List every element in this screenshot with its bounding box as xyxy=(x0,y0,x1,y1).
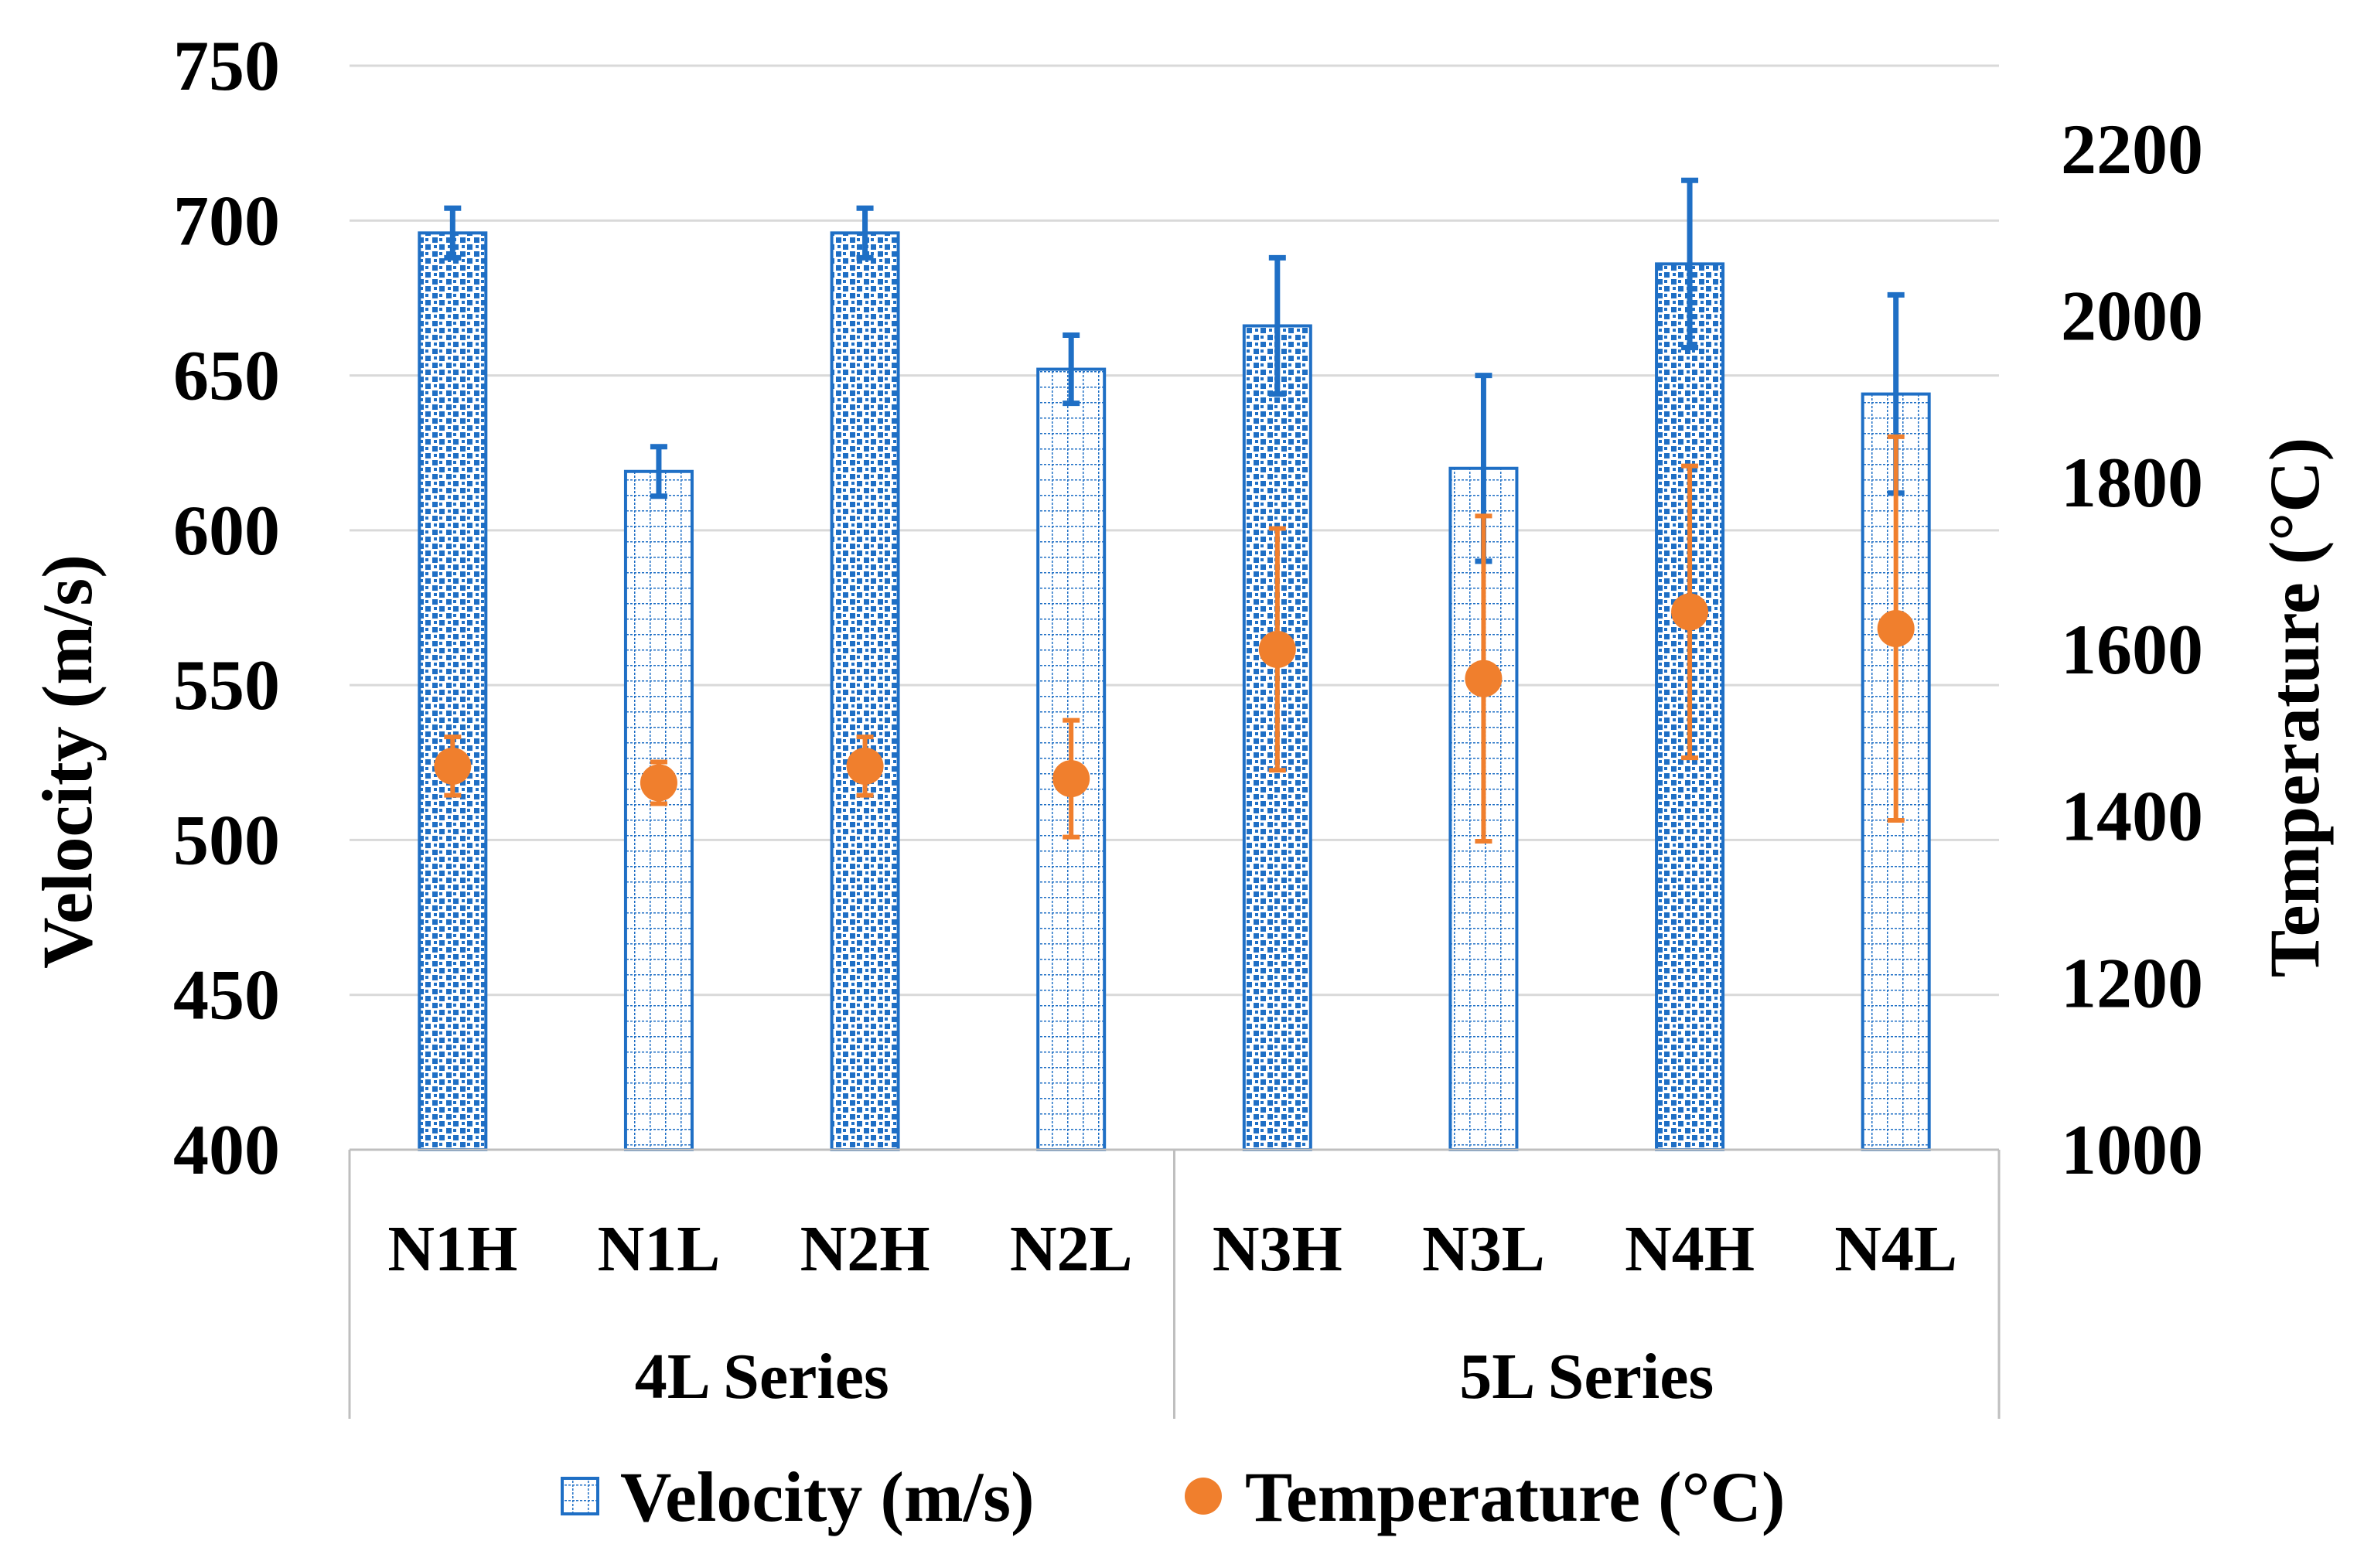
right-tick-label: 1200 xyxy=(2061,943,2203,1022)
right-tick-label: 2200 xyxy=(2061,110,2203,189)
right-axis-ticks: 1000 1200 1400 1600 1800 2000 2200 xyxy=(2061,110,2203,1189)
velocity-bar-n1h xyxy=(418,231,488,1151)
velocity-bars xyxy=(418,231,1931,1152)
category-label: N1L xyxy=(598,1213,721,1285)
temperature-point-n4l xyxy=(1877,609,1915,647)
right-tick-label: 1400 xyxy=(2061,777,2203,856)
temperature-point-n2l xyxy=(1052,760,1090,798)
left-tick-label: 500 xyxy=(173,800,280,879)
category-labels: N1H N1L N2H N2L N3H N3L N4H N4L xyxy=(387,1213,1957,1285)
legend-temperature-marker xyxy=(1185,1478,1222,1515)
left-tick-label: 650 xyxy=(173,336,280,415)
temperature-point-n1h xyxy=(434,747,472,785)
left-tick-label: 600 xyxy=(173,491,280,570)
legend: Velocity (m/s) Temperature (°C) xyxy=(561,1457,1786,1536)
right-tick-label: 1000 xyxy=(2061,1110,2203,1189)
category-label: N4L xyxy=(1834,1213,1957,1285)
temperature-point-n3l xyxy=(1465,660,1503,697)
temperature-point-n4h xyxy=(1671,593,1709,631)
legend-velocity-label: Velocity (m/s) xyxy=(620,1457,1035,1536)
right-tick-label: 2000 xyxy=(2061,277,2203,356)
category-label: N2L xyxy=(1010,1213,1133,1285)
category-label: N2H xyxy=(800,1213,930,1285)
right-tick-label: 1600 xyxy=(2061,610,2203,689)
left-tick-label: 750 xyxy=(173,26,280,105)
category-label: N1H xyxy=(387,1213,517,1285)
velocity-bar-n1l xyxy=(623,469,694,1151)
velocity-bar-n2h xyxy=(830,231,900,1151)
category-label: N4H xyxy=(1625,1213,1755,1285)
right-tick-label: 1800 xyxy=(2061,443,2203,522)
left-axis-title: Velocity (m/s) xyxy=(28,554,107,969)
temperature-markers xyxy=(434,593,1915,802)
left-tick-label: 450 xyxy=(173,956,280,1035)
gridlines xyxy=(350,64,1999,997)
category-axis-frame xyxy=(348,1148,2001,1419)
right-axis-title: Temperature (°C) xyxy=(2255,438,2334,978)
temperature-point-n2h xyxy=(846,747,884,785)
left-tick-label: 550 xyxy=(173,646,280,724)
group-labels: 4L Series 5L Series xyxy=(635,1341,1714,1413)
left-axis-ticks: 400 450 500 550 600 650 700 750 xyxy=(173,26,280,1189)
temperature-point-n1l xyxy=(640,764,677,802)
legend-velocity-swatch xyxy=(561,1477,599,1515)
category-label: N3H xyxy=(1213,1213,1342,1285)
left-tick-label: 400 xyxy=(173,1110,280,1189)
category-label: N3L xyxy=(1422,1213,1545,1285)
group-label: 5L Series xyxy=(1459,1341,1714,1413)
legend-temperature-label: Temperature (°C) xyxy=(1245,1457,1786,1536)
group-label: 4L Series xyxy=(635,1341,889,1413)
left-tick-label: 700 xyxy=(173,181,280,260)
temperature-point-n3h xyxy=(1258,630,1296,668)
